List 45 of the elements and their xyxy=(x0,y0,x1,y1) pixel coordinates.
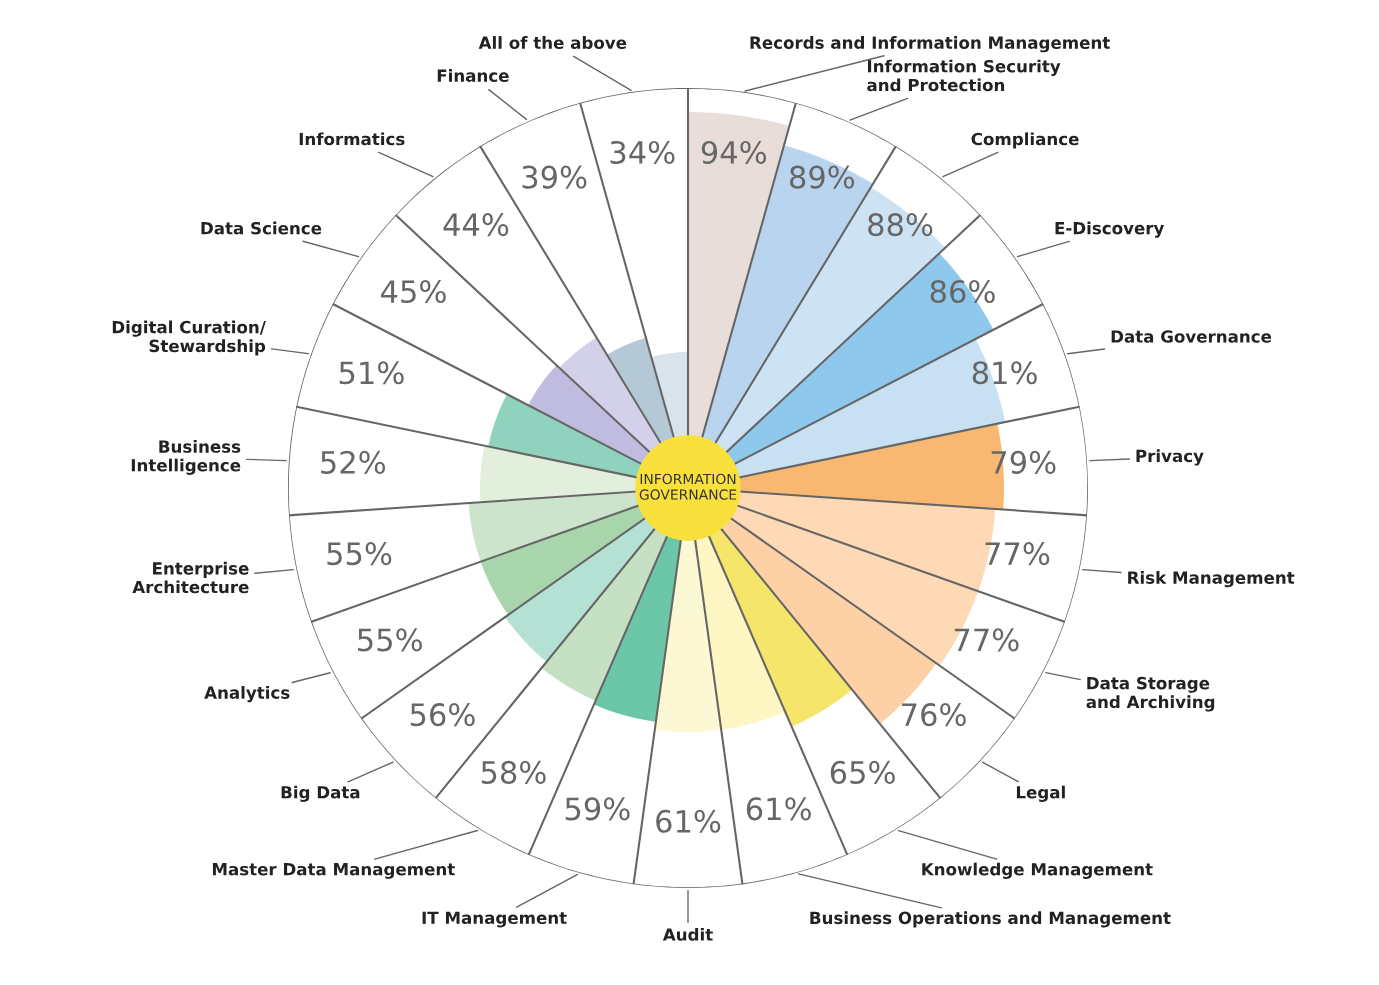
data-label: 59% xyxy=(565,797,630,821)
category-label: Data Science xyxy=(201,221,322,235)
category-label: Business Operations and Management xyxy=(810,911,1171,928)
data-label: 88% xyxy=(868,213,933,237)
data-label: 61% xyxy=(746,797,811,821)
data-label: 52% xyxy=(321,450,386,474)
data-label: 58% xyxy=(481,760,546,784)
data-label: 77% xyxy=(954,628,1019,652)
category-label: Records and Information Management xyxy=(750,36,1110,53)
category-label: Data Storage and Archiving xyxy=(1086,676,1215,712)
data-label: 94% xyxy=(701,140,767,164)
category-label: Big Data xyxy=(281,785,360,802)
data-label: 44% xyxy=(443,213,509,237)
category-label: Data Governance xyxy=(1111,330,1272,343)
data-label: 45% xyxy=(381,279,446,304)
category-label: Legal xyxy=(1016,785,1065,802)
category-label: Business Intelligence xyxy=(131,439,241,475)
category-label: Knowledge Management xyxy=(922,862,1153,879)
category-label: Master Data Management xyxy=(212,863,455,879)
category-label: E-Discovery xyxy=(1055,221,1165,238)
category-label: Information Security and Protection xyxy=(867,59,1061,92)
data-label: 65% xyxy=(830,760,895,784)
data-label: 34% xyxy=(610,140,675,164)
category-label: Enterprise Architecture xyxy=(132,561,249,594)
category-label: Audit xyxy=(662,927,713,941)
category-label: Compliance xyxy=(971,132,1079,149)
category-label: Informatics xyxy=(299,132,405,146)
data-label: 51% xyxy=(339,361,404,385)
category-label: Finance xyxy=(437,69,509,82)
data-label: 89% xyxy=(789,165,855,189)
data-label: 55% xyxy=(358,628,422,652)
category-label: Analytics xyxy=(204,685,290,703)
category-label: All of the above xyxy=(478,36,627,50)
category-label: IT Management xyxy=(422,911,567,928)
data-label: 55% xyxy=(327,542,392,566)
text: INFORMATION GOVERNANCE xyxy=(639,473,737,500)
category-label: Privacy xyxy=(1136,449,1204,466)
data-label: 77% xyxy=(985,542,1050,566)
data-label: 56% xyxy=(410,703,475,727)
data-label: 61% xyxy=(656,809,721,833)
category-label: Risk Management xyxy=(1128,571,1295,588)
data-label: 76% xyxy=(902,703,966,727)
category-label: Digital Curation/ Stewardship xyxy=(112,320,266,356)
data-label: 39% xyxy=(522,165,587,189)
data-label: 81% xyxy=(972,361,1037,385)
